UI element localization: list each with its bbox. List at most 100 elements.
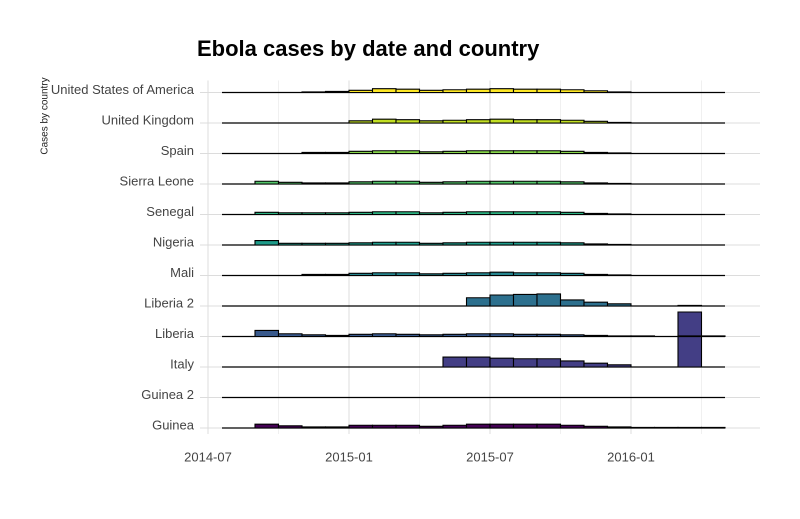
- ridge-bin: [254, 211, 280, 216]
- ridge-bin: [348, 120, 374, 124]
- ridge-bin: [559, 272, 585, 277]
- ridge-bin: [489, 118, 515, 124]
- ridge-bin: [418, 212, 444, 216]
- ridge-bin: [465, 150, 491, 155]
- ridge-bin: [583, 301, 609, 307]
- ridge-bin: [559, 242, 585, 246]
- y-tick-label: Liberia 2: [144, 295, 194, 310]
- ridge-bin: [277, 242, 303, 246]
- y-tick-label: Senegal: [146, 204, 194, 219]
- ridge-bin: [559, 211, 585, 216]
- ridge-bin: [371, 118, 397, 124]
- ridge-bin: [348, 333, 374, 338]
- ridge-bin: [606, 335, 632, 338]
- ridge-bin: [512, 272, 538, 277]
- ridge-bin: [324, 151, 350, 155]
- ridge-bin: [442, 150, 468, 155]
- ridge-bin: [465, 356, 491, 368]
- ridge-bin: [395, 211, 421, 216]
- ridge-bin: [583, 151, 609, 155]
- ridge: [222, 150, 725, 155]
- ridge-bin: [559, 334, 585, 338]
- ridge-bin: [489, 333, 515, 338]
- ridge-bin: [536, 241, 562, 246]
- ridge-bin: [583, 334, 609, 338]
- ridge-bin: [559, 181, 585, 185]
- ridge-bin: [348, 211, 374, 216]
- ridge-bin: [700, 335, 726, 338]
- ridge-bin: [536, 150, 562, 155]
- ridge-bin: [465, 423, 491, 429]
- ridge-bin: [418, 242, 444, 246]
- y-tick-label: United States of America: [51, 82, 195, 97]
- ridge-bin: [395, 119, 421, 124]
- ridge-bin: [324, 182, 350, 185]
- ridge-bin: [348, 424, 374, 429]
- ridge-bin: [536, 333, 562, 338]
- ridge-bin: [489, 271, 515, 277]
- ridge-bin: [395, 180, 421, 185]
- ridge-bin: [395, 424, 421, 429]
- ridge-bin: [630, 426, 656, 429]
- chart-title: Ebola cases by date and country: [197, 36, 540, 61]
- ridge-bin: [583, 120, 609, 124]
- ridge-bin: [536, 423, 562, 429]
- ridge-bin: [489, 180, 515, 185]
- ridge-bin: [606, 364, 632, 368]
- ridge-bin: [442, 89, 468, 94]
- ridge-bin: [301, 182, 327, 185]
- y-tick-label: Italy: [170, 356, 194, 371]
- ridge-bin: [348, 272, 374, 277]
- ridge-bin: [606, 121, 632, 124]
- ridge: [222, 329, 726, 338]
- ridge-bin: [254, 329, 280, 338]
- ridge-bin: [512, 293, 538, 307]
- ridge-bin: [371, 150, 397, 155]
- ridge-bin: [324, 334, 350, 338]
- ridge-bin: [677, 304, 703, 307]
- ridge-bin: [277, 181, 303, 185]
- ridge-bin: [418, 120, 444, 124]
- ridge-bin: [559, 360, 585, 368]
- ridge: [222, 423, 726, 429]
- ridge-bin: [489, 88, 515, 94]
- ridge-bin: [559, 299, 585, 307]
- ridge-bin: [442, 181, 468, 185]
- ridge-bin: [277, 333, 303, 338]
- ridge-bin: [442, 119, 468, 124]
- ridge-bin: [583, 425, 609, 429]
- ridge-bin: [700, 426, 726, 429]
- ridge-bin: [512, 211, 538, 216]
- ridge-bin: [301, 426, 327, 429]
- ridge-bin: [677, 335, 703, 338]
- ridge-bin: [489, 294, 515, 307]
- ridge-bin: [677, 426, 703, 429]
- ridge-bin: [630, 335, 656, 338]
- ridge-bin: [489, 211, 515, 216]
- ridge-bin: [606, 213, 632, 216]
- grid: [200, 80, 760, 434]
- ridge-bin: [536, 358, 562, 368]
- ridge-bin: [371, 88, 397, 94]
- ridge-bin: [536, 88, 562, 94]
- y-tick-label: United Kingdom: [102, 112, 195, 127]
- ridge-bin: [395, 333, 421, 338]
- ridge-bin: [371, 241, 397, 246]
- ridge-bin: [512, 88, 538, 94]
- ridge: [222, 311, 725, 368]
- ridge-bin: [277, 425, 303, 429]
- ridge-bin: [395, 150, 421, 155]
- x-tick-label: 2016-01: [607, 449, 655, 464]
- ridge-bin: [465, 333, 491, 338]
- ridge-bin: [559, 89, 585, 94]
- ridge-bin: [348, 150, 374, 155]
- ridge: [222, 118, 725, 124]
- ridge-bin: [583, 212, 609, 216]
- ridge-bin: [418, 151, 444, 155]
- ridges: [222, 88, 726, 429]
- ridge-bin: [512, 119, 538, 124]
- y-tick-label: Sierra Leone: [120, 173, 194, 188]
- ridge-bin: [324, 242, 350, 246]
- ridge-bin: [606, 303, 632, 307]
